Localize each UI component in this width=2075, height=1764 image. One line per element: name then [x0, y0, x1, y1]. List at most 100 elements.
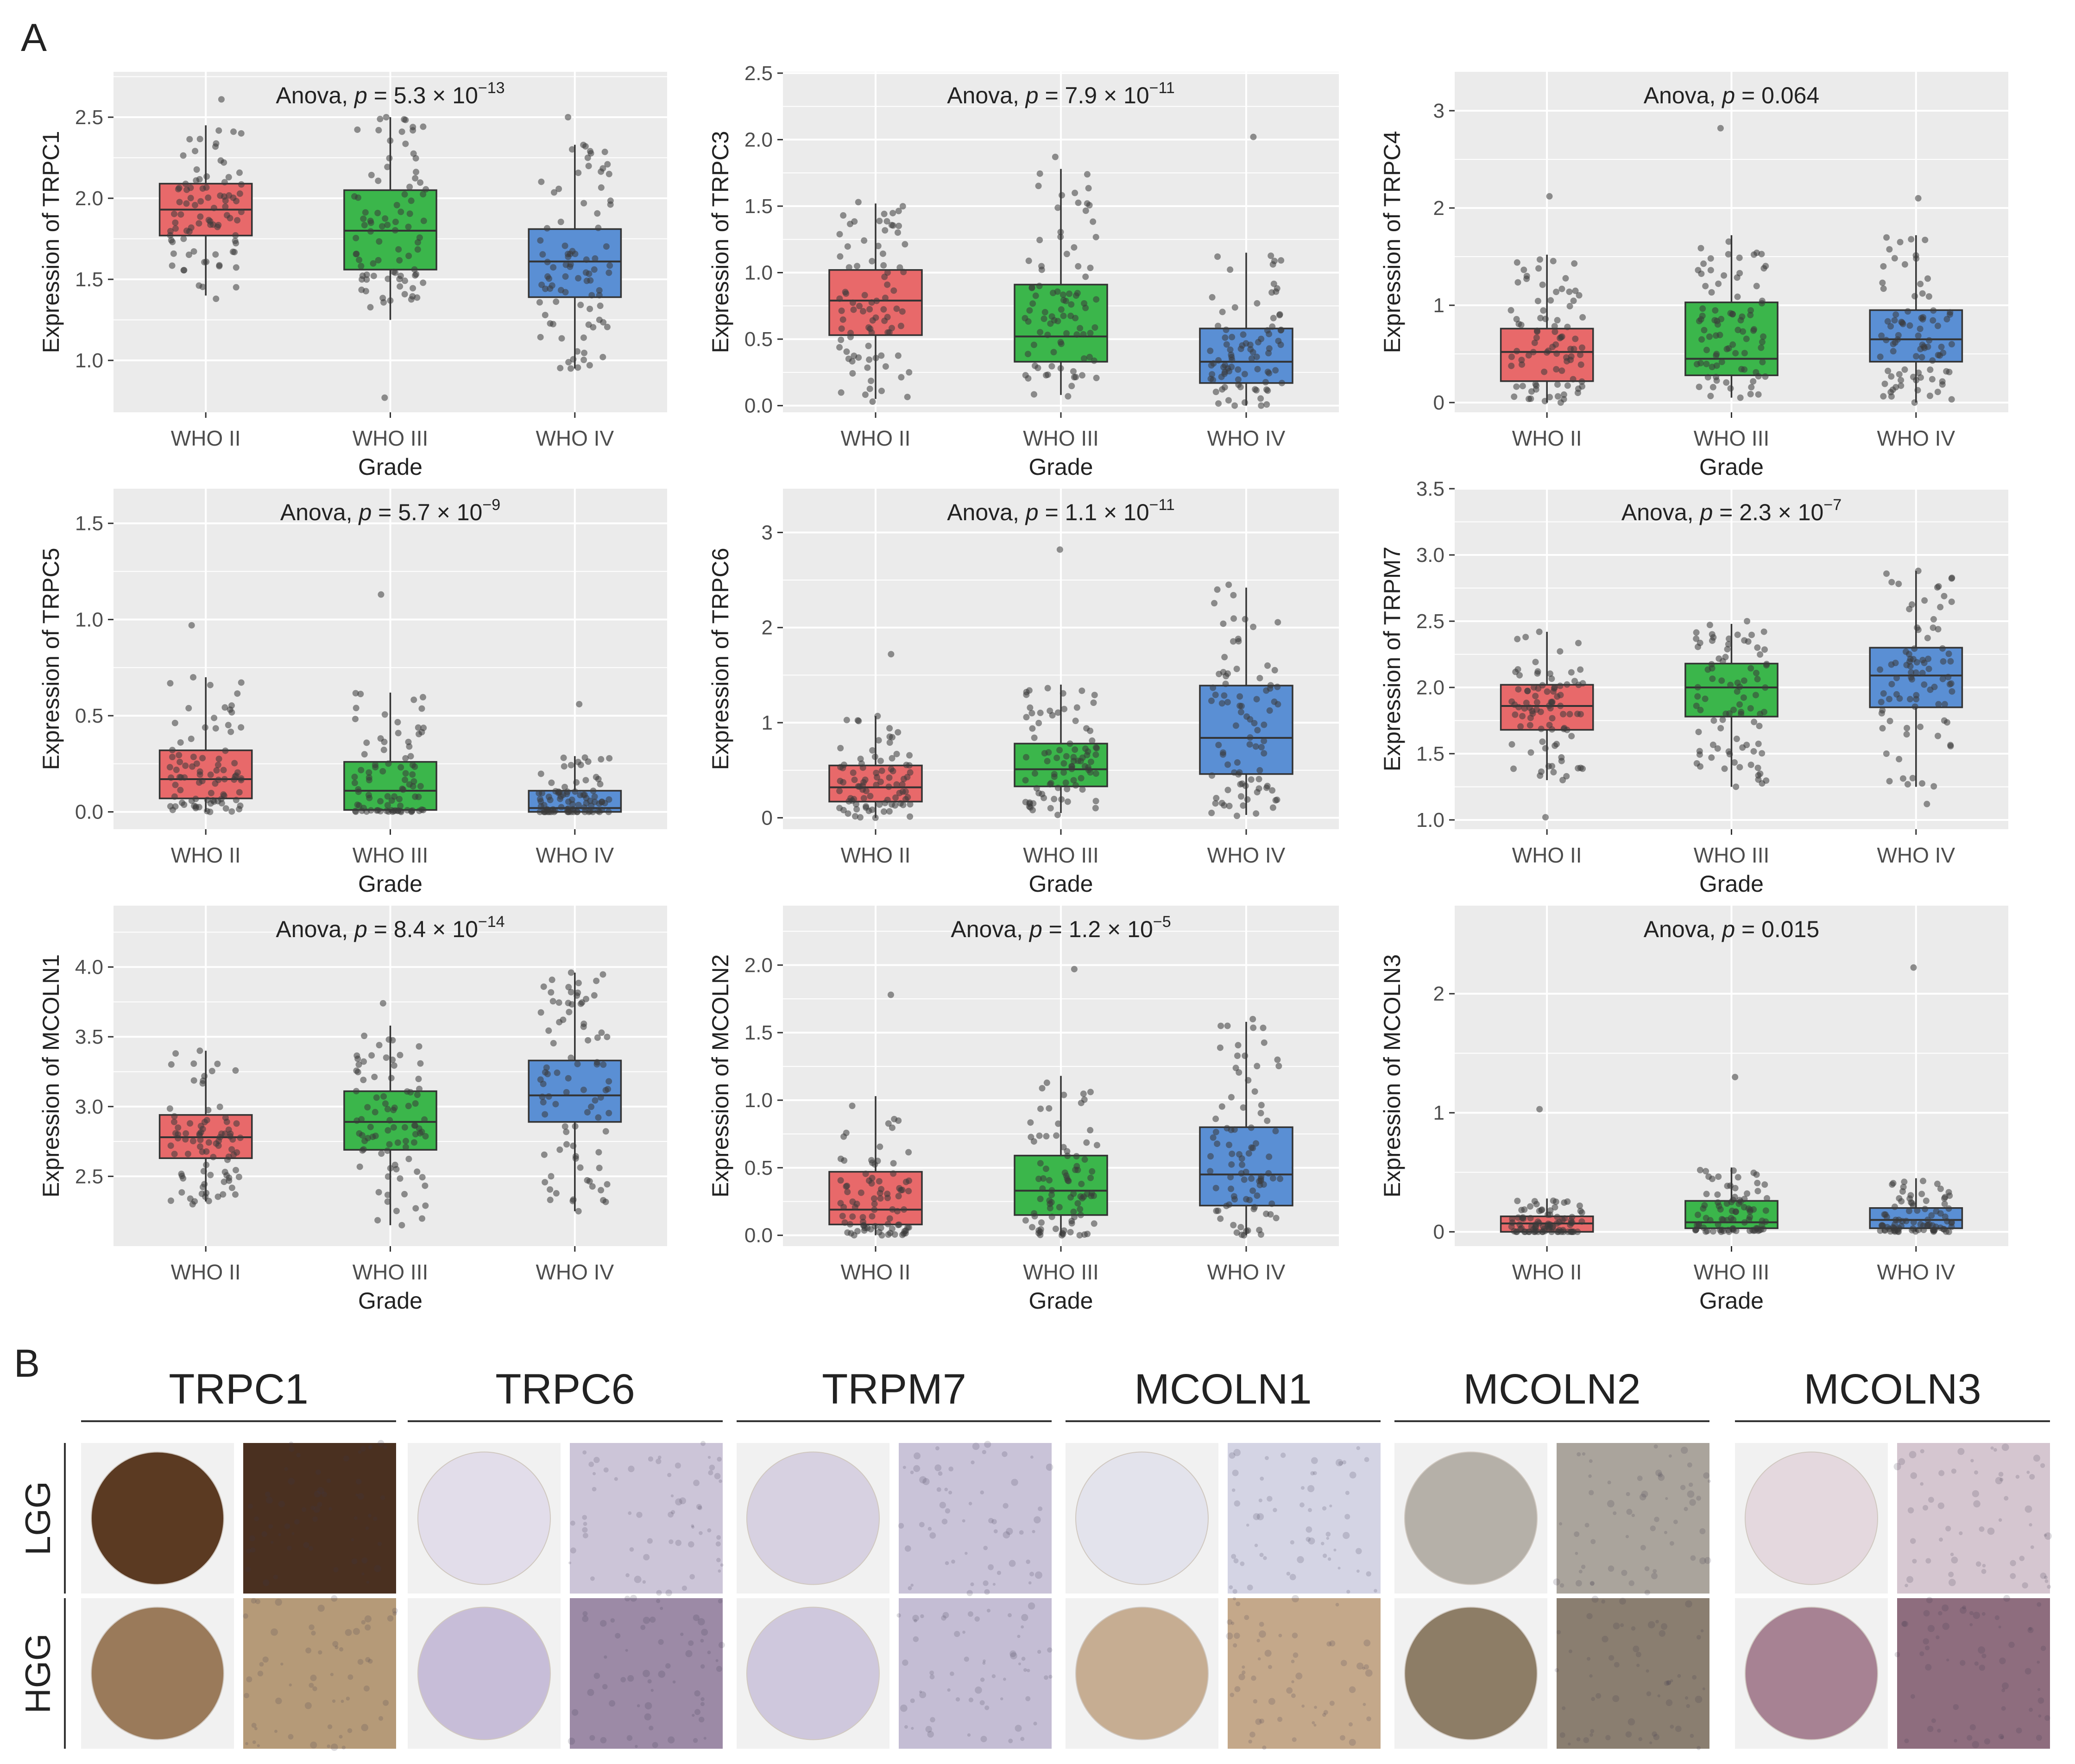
data-point: [1549, 343, 1556, 350]
cell-nucleus: [1673, 1519, 1678, 1525]
p-symbol: p: [1721, 916, 1735, 942]
outlier-point: [1233, 813, 1240, 819]
data-point: [605, 269, 612, 276]
data-point: [1248, 1124, 1255, 1131]
data-point: [1036, 1132, 1043, 1139]
ihc-gene-title: TRPC1: [169, 1366, 309, 1413]
cell-nucleus: [1292, 1632, 1298, 1638]
cell-nucleus: [1297, 1556, 1304, 1563]
cell-nucleus: [904, 1725, 908, 1729]
data-point: [593, 1059, 600, 1066]
data-point: [1917, 374, 1924, 381]
data-point: [568, 762, 574, 769]
data-point: [1057, 339, 1064, 346]
data-point: [1237, 781, 1244, 788]
data-point: [1941, 1200, 1948, 1207]
data-point: [1558, 367, 1565, 374]
cell-nucleus: [1260, 1476, 1264, 1481]
x-tick-label: WHO IV: [1877, 1260, 1955, 1284]
data-point: [1710, 634, 1717, 641]
data-point: [1272, 1128, 1279, 1134]
data-point: [408, 197, 415, 204]
data-point: [1527, 749, 1534, 756]
data-point: [1226, 802, 1233, 809]
data-point: [857, 814, 864, 821]
cell-nucleus: [966, 1590, 973, 1596]
y-tick-label: 1.0: [744, 262, 773, 284]
data-point: [1537, 315, 1544, 321]
data-point: [598, 756, 605, 763]
data-point: [1570, 376, 1577, 383]
p-symbol: p: [1699, 499, 1713, 525]
data-point: [1235, 366, 1242, 373]
cell-nucleus: [1259, 1621, 1264, 1627]
cell-nucleus: [972, 1443, 980, 1450]
data-point: [1945, 650, 1952, 657]
data-point: [379, 295, 386, 302]
data-point: [1572, 287, 1579, 294]
cell-nucleus: [610, 1618, 615, 1623]
outlier-point: [1733, 783, 1740, 790]
data-point: [893, 305, 900, 312]
data-point: [882, 800, 889, 806]
data-point: [1063, 330, 1070, 337]
cell-nucleus: [715, 1541, 721, 1547]
y-axis-label: Expression of MCOLN3: [1379, 954, 1405, 1197]
data-point: [1274, 285, 1280, 292]
data-point: [172, 781, 179, 788]
panel-label-b: B: [14, 1342, 40, 1385]
cell-nucleus: [1348, 1722, 1353, 1726]
data-point: [1741, 637, 1748, 644]
data-point: [881, 273, 888, 280]
ihc-column-mcoln3: MCOLN3: [1735, 1366, 2052, 1749]
x-tick-label: WHO III: [353, 1260, 429, 1284]
jitter-points: [1877, 964, 1955, 1235]
data-point: [1748, 631, 1755, 638]
data-point: [1532, 1221, 1539, 1228]
data-point: [1906, 322, 1913, 329]
data-point: [1242, 1052, 1249, 1059]
zoom-image: [899, 1443, 1052, 1594]
cell-nucleus: [368, 1659, 373, 1664]
tissue-core: [1404, 1451, 1538, 1585]
cell-nucleus: [718, 1569, 721, 1573]
data-point: [1747, 665, 1754, 672]
data-point: [1753, 669, 1760, 676]
data-point: [1244, 1227, 1251, 1234]
data-point: [384, 1198, 391, 1205]
cell-nucleus: [929, 1670, 934, 1676]
data-point: [1758, 344, 1765, 351]
data-point: [1762, 684, 1769, 691]
cell-nucleus: [1591, 1595, 1599, 1603]
cell-nucleus: [1590, 1729, 1595, 1733]
data-point: [234, 217, 241, 224]
data-point: [1269, 1175, 1276, 1182]
data-point: [1220, 364, 1227, 371]
cell-nucleus: [245, 1567, 251, 1572]
jitter-points: [837, 991, 912, 1239]
data-point: [177, 758, 183, 765]
data-point: [1235, 636, 1242, 643]
cell-nucleus: [1312, 1471, 1317, 1475]
cell-nucleus: [1591, 1697, 1596, 1701]
cell-nucleus: [1659, 1630, 1666, 1637]
data-point: [1219, 309, 1226, 315]
cell-nucleus: [353, 1516, 358, 1520]
cell-nucleus: [1584, 1523, 1589, 1528]
data-point: [1039, 1185, 1046, 1192]
data-point: [865, 342, 872, 349]
zoom-texture: [243, 1595, 398, 1751]
cell-nucleus: [582, 1515, 587, 1520]
data-point: [1261, 737, 1268, 744]
cell-nucleus: [1291, 1693, 1296, 1698]
cell-nucleus: [1699, 1557, 1706, 1564]
data-point: [1218, 700, 1225, 707]
data-point: [580, 356, 587, 363]
data-point: [1713, 373, 1720, 380]
cell-nucleus: [925, 1726, 932, 1733]
cell-nucleus: [317, 1502, 322, 1507]
data-point: [558, 804, 565, 811]
cell-nucleus: [982, 1449, 986, 1455]
cell-nucleus: [1631, 1513, 1635, 1518]
cell-nucleus: [568, 1561, 572, 1564]
